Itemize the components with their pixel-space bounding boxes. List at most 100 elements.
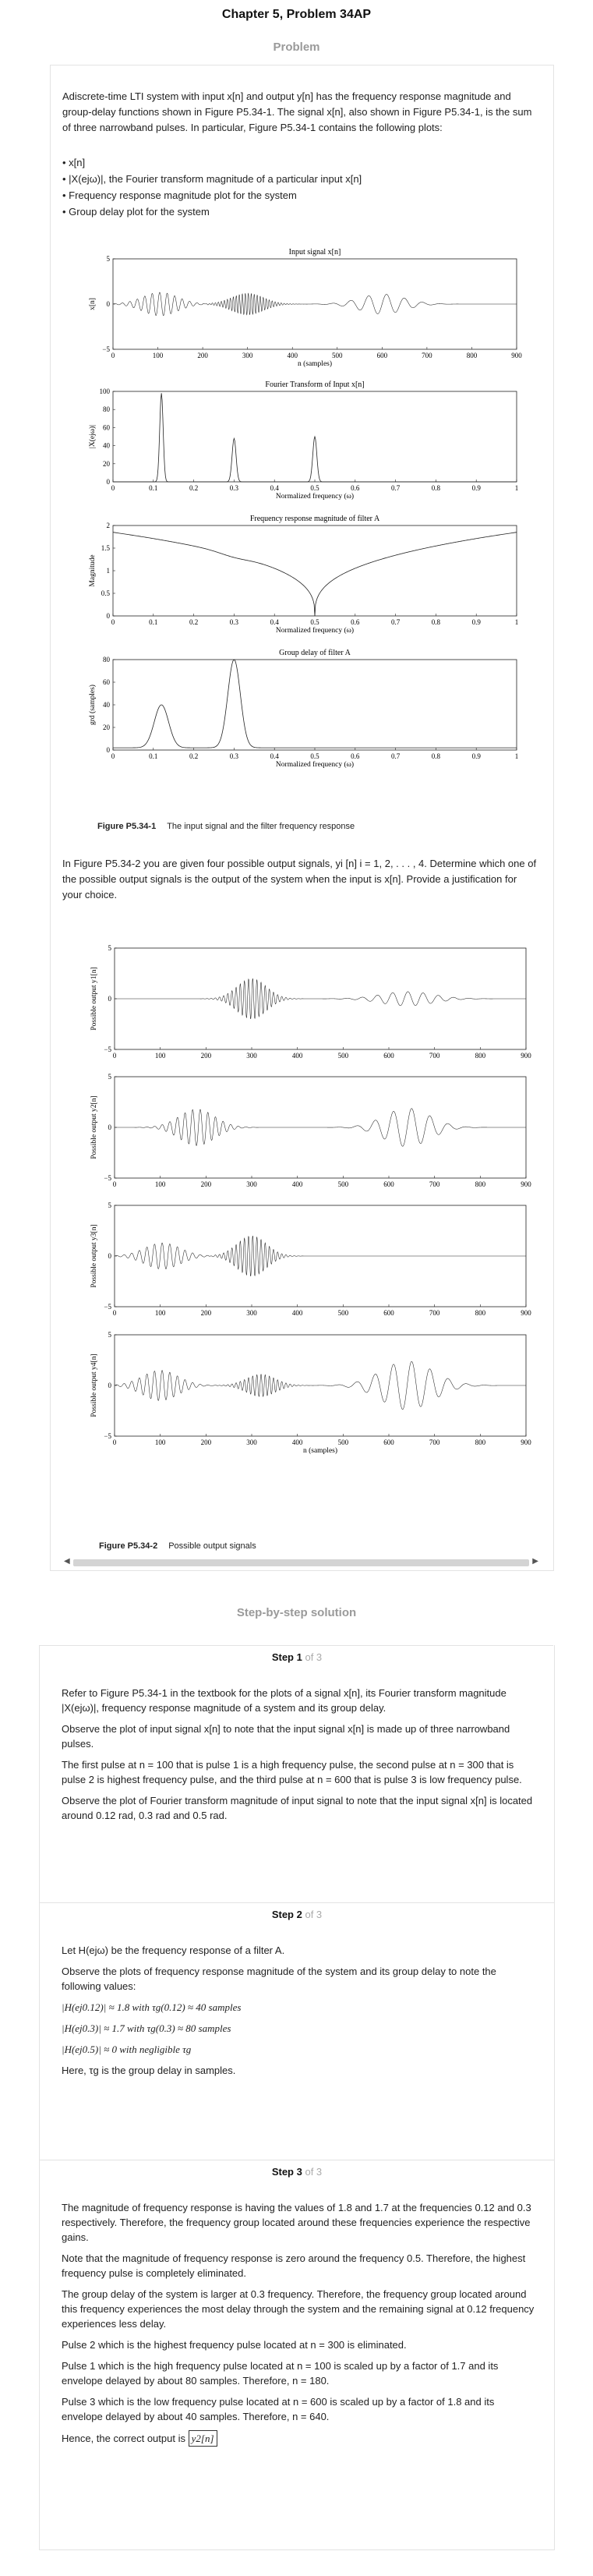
step-paragraph: Observe the plot of Fourier transform ma… bbox=[62, 1795, 533, 1821]
x-tick-label: 700 bbox=[429, 1438, 440, 1446]
x-tick-label: 0.9 bbox=[472, 484, 482, 492]
y-axis-label: grd (samples) bbox=[88, 685, 97, 725]
y-tick-label: 2 bbox=[107, 522, 111, 529]
x-tick-label: 800 bbox=[475, 1052, 486, 1060]
y-tick-label: 5 bbox=[107, 255, 111, 263]
spectrum-curve bbox=[113, 393, 517, 483]
step-paragraph: Pulse 1 which is the high frequency puls… bbox=[62, 2360, 499, 2387]
x-tick-label: 0 bbox=[113, 1052, 117, 1060]
x-tick-label: 0.2 bbox=[189, 484, 198, 492]
step-label: Step 2 of 3 bbox=[271, 1909, 323, 1920]
y-tick-label: 80 bbox=[103, 405, 111, 413]
x-axis-label: Normalized frequency (ω) bbox=[276, 760, 354, 769]
y-tick-label: −5 bbox=[104, 1174, 111, 1182]
step-equation: |H(ej0.3)| ≈ 1.7 with τg(0.3) ≈ 80 sampl… bbox=[62, 2022, 231, 2034]
y-axis-label: Possible output y2[n] bbox=[90, 1095, 98, 1159]
group-delay-curve bbox=[113, 659, 517, 748]
scroll-left-icon[interactable]: ◀ bbox=[64, 1557, 70, 1566]
step-paragraph: The group delay of the system is larger … bbox=[62, 2288, 535, 2330]
x-tick-label: 400 bbox=[292, 1180, 303, 1188]
x-tick-label: 0.8 bbox=[432, 484, 441, 492]
x-tick-label: 400 bbox=[292, 1438, 303, 1446]
step-paragraph: Let H(ejω) be the frequency response of … bbox=[62, 1944, 285, 1956]
step-2: Step 2 of 3 Let H(ejω) be the frequency … bbox=[39, 1902, 555, 2160]
x-tick-label: 600 bbox=[383, 1309, 394, 1317]
x-tick-label: 100 bbox=[153, 352, 164, 359]
x-tick-label: 0.5 bbox=[310, 752, 319, 760]
x-tick-label: 0.8 bbox=[432, 752, 441, 760]
bullet-item: • Group delay plot for the system bbox=[62, 206, 210, 218]
y-tick-label: 60 bbox=[103, 423, 111, 431]
scrollbar-thumb[interactable] bbox=[73, 1559, 529, 1566]
x-axis-label: Normalized frequency (ω) bbox=[276, 492, 354, 501]
x-tick-label: 0.4 bbox=[270, 618, 280, 626]
x-tick-label: 0.3 bbox=[230, 484, 239, 492]
signal-trace bbox=[114, 1236, 526, 1276]
x-tick-label: 700 bbox=[422, 352, 432, 359]
plot-title: Input signal x[n] bbox=[289, 248, 341, 257]
signal-trace bbox=[112, 292, 517, 317]
y-tick-label: 1.5 bbox=[101, 544, 111, 552]
x-tick-label: 0.5 bbox=[310, 618, 319, 626]
x-tick-label: 900 bbox=[521, 1309, 531, 1317]
bullet-item: • Frequency response magnitude plot for … bbox=[62, 189, 297, 201]
x-tick-label: 0 bbox=[113, 1438, 117, 1446]
y-axis-label: Possible output y4[n] bbox=[90, 1353, 98, 1417]
x-tick-label: 1 bbox=[515, 618, 519, 626]
x-tick-label: 0.1 bbox=[149, 752, 157, 760]
y-tick-label: −5 bbox=[104, 1432, 111, 1440]
step-paragraph: Pulse 3 which is the low frequency pulse… bbox=[62, 2396, 495, 2422]
x-tick-label: 0.6 bbox=[351, 618, 360, 626]
x-tick-label: 700 bbox=[429, 1180, 440, 1188]
x-tick-label: 300 bbox=[246, 1309, 257, 1317]
x-tick-label: 400 bbox=[292, 1052, 303, 1060]
x-tick-label: 600 bbox=[383, 1438, 394, 1446]
signal-trace bbox=[115, 1108, 526, 1147]
step-1: Step 1 of 3 Refer to Figure P5.34-1 in t… bbox=[39, 1645, 555, 1903]
y-tick-label: 0 bbox=[107, 746, 111, 754]
x-tick-label: 300 bbox=[246, 1052, 257, 1060]
x-tick-label: 600 bbox=[383, 1052, 394, 1060]
y-axis-label: Possible output y3[n] bbox=[90, 1224, 98, 1287]
x-tick-label: 0.3 bbox=[230, 618, 239, 626]
figure-2-caption: Figure P5.34-2 Possible output signals bbox=[99, 1541, 256, 1551]
x-tick-label: 900 bbox=[521, 1180, 531, 1188]
y-axis-label: |X(ejω)| bbox=[88, 425, 97, 448]
x-axis-label: n (samples) bbox=[303, 1446, 337, 1455]
x-tick-label: 900 bbox=[521, 1438, 531, 1446]
horizontal-scrollbar[interactable]: ◀ ▶ bbox=[62, 1557, 540, 1568]
y-tick-label: 0 bbox=[108, 1252, 112, 1260]
scroll-right-icon[interactable]: ▶ bbox=[532, 1557, 538, 1566]
y-tick-label: 0 bbox=[108, 1123, 112, 1131]
y-tick-label: 5 bbox=[108, 1201, 112, 1209]
x-tick-label: 500 bbox=[338, 1180, 349, 1188]
x-tick-label: 0 bbox=[111, 484, 115, 492]
step-paragraph: Here, τg is the group delay in samples. bbox=[62, 2065, 236, 2076]
x-tick-label: 900 bbox=[521, 1052, 531, 1060]
x-tick-label: 200 bbox=[201, 1438, 212, 1446]
y-axis-label: x[n] bbox=[89, 298, 97, 310]
plot-title: Group delay of filter A bbox=[279, 649, 351, 657]
magnitude-curve bbox=[112, 532, 517, 617]
x-tick-label: 400 bbox=[292, 1309, 303, 1317]
signal-trace bbox=[115, 978, 526, 1019]
plot-frame bbox=[112, 525, 517, 617]
y-tick-label: −5 bbox=[104, 1046, 111, 1053]
x-tick-label: 500 bbox=[332, 352, 343, 359]
x-tick-label: 0.7 bbox=[391, 484, 401, 492]
x-tick-label: 600 bbox=[377, 352, 388, 359]
x-tick-label: 200 bbox=[201, 1309, 212, 1317]
x-axis-label: Normalized frequency (ω) bbox=[276, 626, 354, 635]
x-tick-label: 600 bbox=[383, 1180, 394, 1188]
x-axis-label: n (samples) bbox=[298, 359, 332, 368]
step-label: Step 1 of 3 bbox=[271, 1651, 323, 1663]
x-tick-label: 0.2 bbox=[189, 752, 198, 760]
x-tick-label: 0.4 bbox=[270, 752, 280, 760]
bullet-item: • x[n] bbox=[62, 157, 86, 168]
x-tick-label: 500 bbox=[338, 1052, 349, 1060]
problem-card: Adiscrete-time LTI system with input x[n… bbox=[50, 65, 554, 1571]
y-tick-label: 0 bbox=[107, 300, 111, 308]
figure-1-caption: Figure P5.34-1 The input signal and the f… bbox=[97, 822, 355, 831]
